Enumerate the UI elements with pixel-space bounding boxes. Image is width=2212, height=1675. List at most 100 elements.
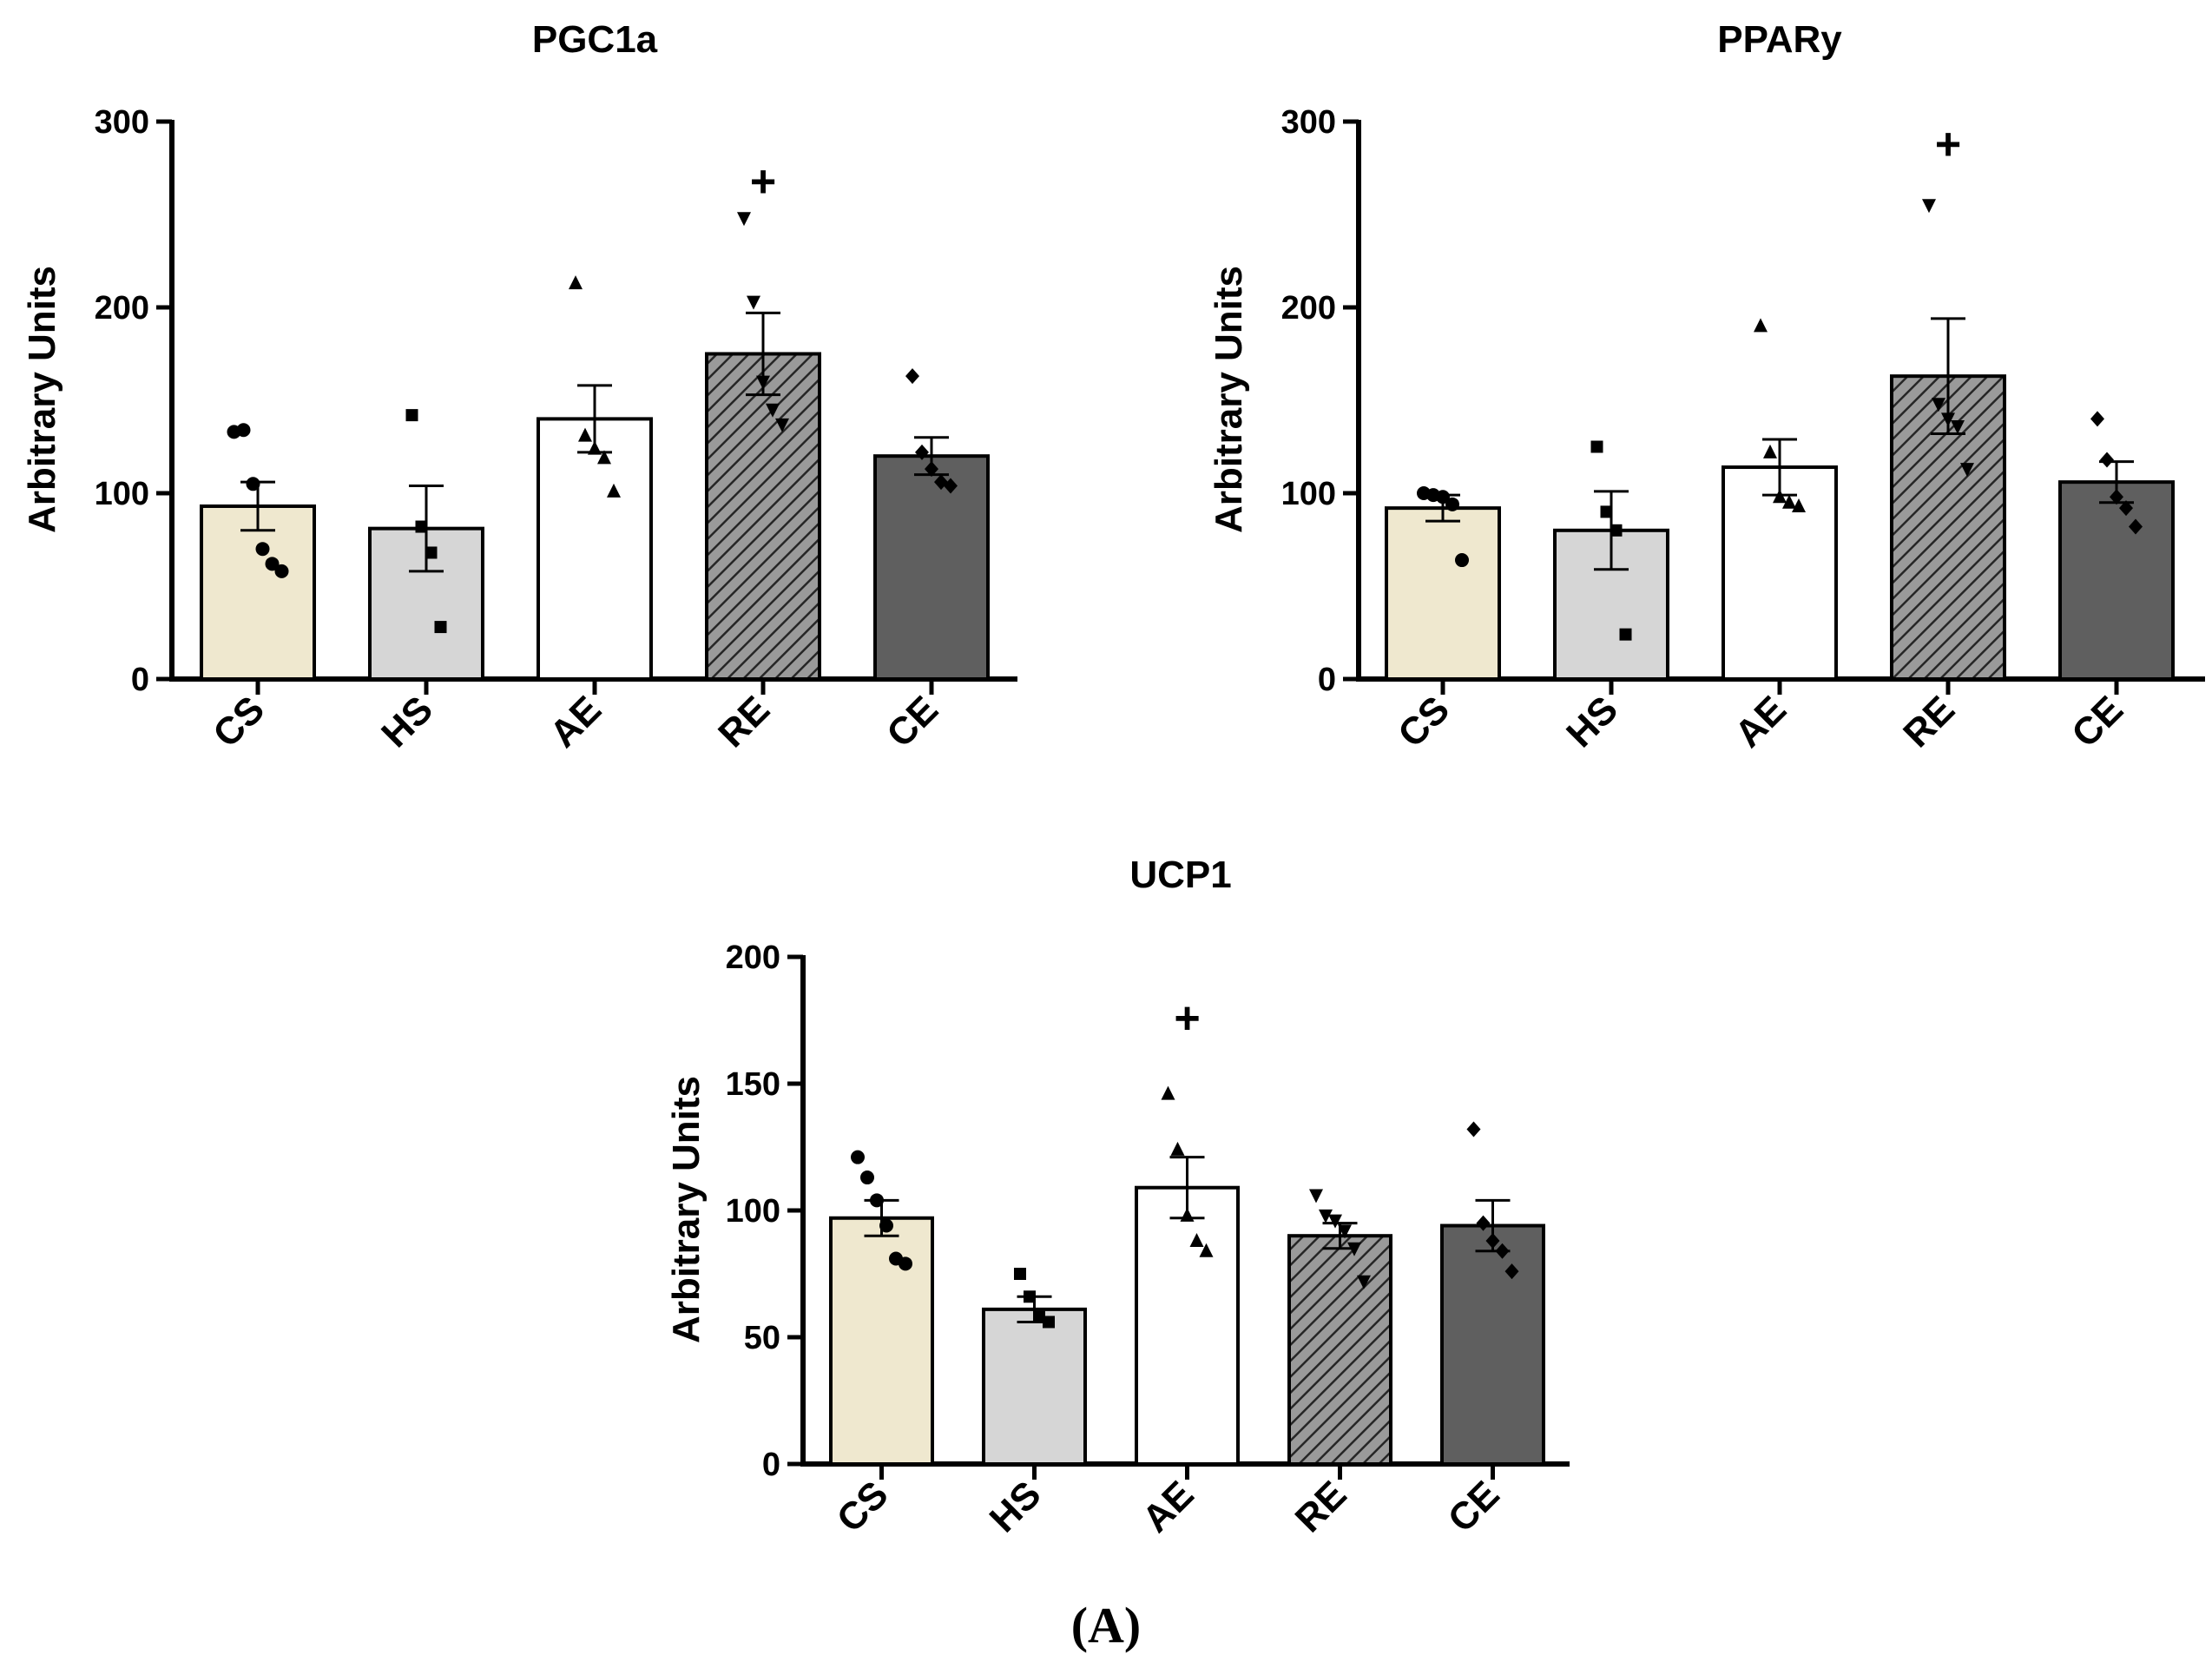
point-hs: [1619, 628, 1632, 641]
point-re: [747, 295, 760, 310]
y-axis-label: Arbitrary Units: [21, 266, 63, 533]
bar-re: [1287, 1234, 1392, 1466]
point-ce: [1476, 1215, 1491, 1231]
point-cs: [255, 542, 270, 557]
point-re: [766, 403, 780, 418]
point-re: [1309, 1189, 1323, 1203]
bars: [1385, 374, 2175, 681]
point-re: [756, 375, 770, 390]
point-re: [1951, 419, 1965, 434]
significance-marker: +: [1935, 120, 1961, 170]
y-tick-label: 100: [95, 476, 149, 512]
point-ce: [1504, 1263, 1519, 1280]
point-hs: [425, 546, 438, 559]
point-ce: [915, 444, 929, 460]
point-ce: [2119, 500, 2133, 517]
point-ce: [944, 478, 958, 494]
point-ae: [1754, 318, 1768, 333]
y-tick-label: 0: [1318, 662, 1336, 698]
point-hs: [1610, 524, 1623, 537]
data-points: [851, 1085, 1519, 1329]
category-label-cs: CS: [1390, 688, 1458, 755]
bar-cs: [829, 1216, 934, 1466]
point-re: [1319, 1209, 1333, 1223]
point-cs: [899, 1256, 912, 1271]
category-labels: CS HS AE RE CE: [829, 1464, 1508, 1540]
chart-pgc1a: PGC1a Arbitrary Units 0 100 200 300 CS HS AE R…: [21, 18, 1017, 755]
y-tick-label: 150: [726, 1066, 780, 1103]
figure-panel-label: (A): [1070, 1597, 1142, 1653]
point-re: [775, 418, 789, 432]
point-ae: [1773, 489, 1787, 504]
y-axis-label: Arbitrary Units: [1208, 266, 1250, 533]
point-hs: [1014, 1268, 1026, 1280]
point-hs: [1590, 440, 1603, 453]
bar-ce: [1440, 1223, 1545, 1467]
category-label-ce: CE: [2064, 688, 2131, 755]
category-labels: CS HS AE RE CE: [205, 679, 946, 755]
bar-cs: [1385, 506, 1501, 681]
point-ae: [597, 450, 611, 465]
y-tick-label: 100: [726, 1193, 780, 1230]
point-hs: [415, 520, 428, 533]
y-ticks: 0 100 200 300: [1281, 104, 1359, 698]
point-cs: [870, 1193, 884, 1208]
point-ce: [2110, 489, 2123, 505]
category-label-re: RE: [1895, 688, 1963, 755]
error-bars: [240, 311, 949, 573]
category-label-hs: HS: [982, 1473, 1050, 1540]
point-ae: [607, 483, 621, 498]
point-hs: [1043, 1316, 1055, 1329]
data-points: [1417, 199, 2143, 641]
category-label-cs: CS: [205, 688, 273, 755]
data-points: [227, 212, 958, 634]
point-cs: [879, 1218, 893, 1233]
y-tick-label: 200: [1281, 290, 1336, 326]
chart-ppary: PPARy Arbitrary Units 0 100 200 300 CS HS AE R…: [1208, 18, 2205, 755]
y-tick-label: 0: [131, 662, 149, 698]
point-ce: [1485, 1233, 1500, 1250]
point-hs: [434, 621, 447, 634]
point-hs: [1033, 1310, 1045, 1323]
category-label-ae: AE: [1135, 1473, 1202, 1540]
point-cs: [1445, 497, 1459, 511]
category-label-re: RE: [710, 688, 778, 755]
category-label-cs: CS: [829, 1473, 897, 1540]
bars: [829, 1185, 1545, 1467]
category-labels: CS HS AE RE CE: [1390, 679, 2131, 755]
point-ce: [2100, 452, 2114, 468]
point-re: [737, 212, 751, 227]
point-re: [1960, 463, 1974, 478]
point-ce: [1466, 1121, 1481, 1138]
point-ae: [569, 275, 583, 290]
point-ce: [925, 461, 938, 478]
bar-ce: [2058, 480, 2175, 681]
point-hs: [1600, 505, 1613, 518]
point-ae: [1782, 494, 1796, 509]
point-ce: [905, 368, 919, 385]
chart-title: PPARy: [1717, 18, 1842, 61]
y-ticks: 0 100 200 300: [95, 104, 172, 698]
category-label-ae: AE: [542, 688, 609, 755]
point-ae: [1189, 1233, 1204, 1248]
point-re: [1357, 1275, 1371, 1289]
point-cs: [1436, 490, 1450, 504]
bar-cs: [200, 504, 316, 681]
point-ce: [2129, 518, 2143, 535]
y-tick-label: 300: [95, 104, 149, 141]
point-cs: [1455, 553, 1469, 568]
point-ae: [588, 440, 602, 455]
chart-title: PGC1a: [532, 18, 658, 61]
point-ae: [1170, 1141, 1185, 1156]
y-tick-label: 50: [744, 1320, 780, 1356]
significance-marker: +: [1174, 993, 1200, 1044]
category-label-hs: HS: [1558, 688, 1626, 755]
point-cs: [851, 1150, 865, 1164]
y-axis-label: Arbitrary Units: [665, 1076, 708, 1343]
point-cs: [246, 477, 260, 491]
y-tick-label: 300: [1281, 104, 1336, 141]
point-re: [1922, 199, 1936, 214]
point-re: [1328, 1214, 1342, 1229]
chart-ucp1: UCP1 Arbitrary Units 0 50 100 150 200 CS HS AE…: [665, 854, 1570, 1540]
category-label-ce: CE: [1440, 1473, 1508, 1540]
